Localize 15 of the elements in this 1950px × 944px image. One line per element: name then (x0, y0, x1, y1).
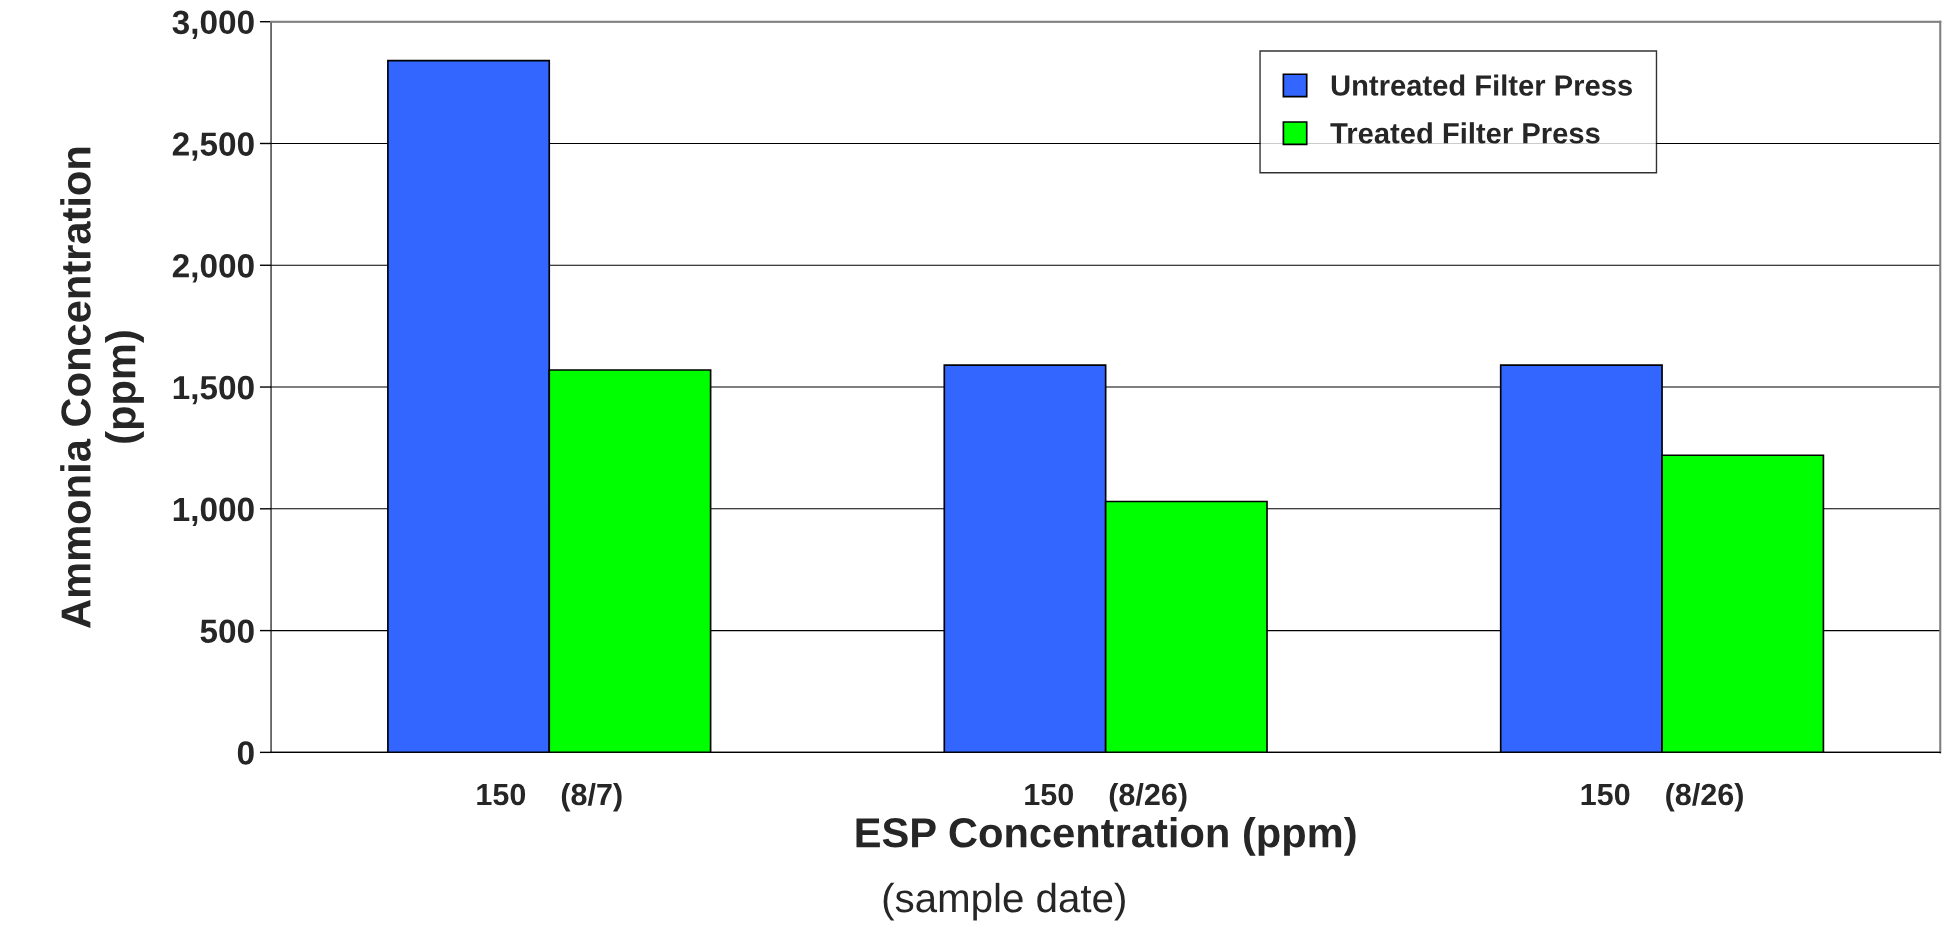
x-axis-title: ESP Concentration (ppm) (856, 816, 1356, 856)
x-tick-label: 150 (8/26) (1025, 782, 1187, 812)
y-tick-label: 0 (237, 741, 254, 765)
x-tick-label: 150 (8/26) (1581, 782, 1743, 812)
y-tick-label: 1,000 (173, 497, 254, 527)
y-tick-label: 1,500 (173, 375, 254, 405)
y-tick-label: 2,500 (172, 132, 254, 161)
legend-label: Untreated Filter Press (1331, 74, 1632, 96)
y-axis-title: Ammonia Concentration (ppm) (60, 147, 144, 628)
text: (sample date) (883, 882, 1125, 921)
x-tick-label: 150 (8/7) (477, 782, 622, 812)
legend-label: Treated Filter Press (1330, 122, 1600, 144)
y-tick-label: 2,000 (172, 254, 254, 283)
y-tick-label: 3,000 (172, 10, 254, 39)
y-tick-label: 500 (200, 619, 254, 643)
